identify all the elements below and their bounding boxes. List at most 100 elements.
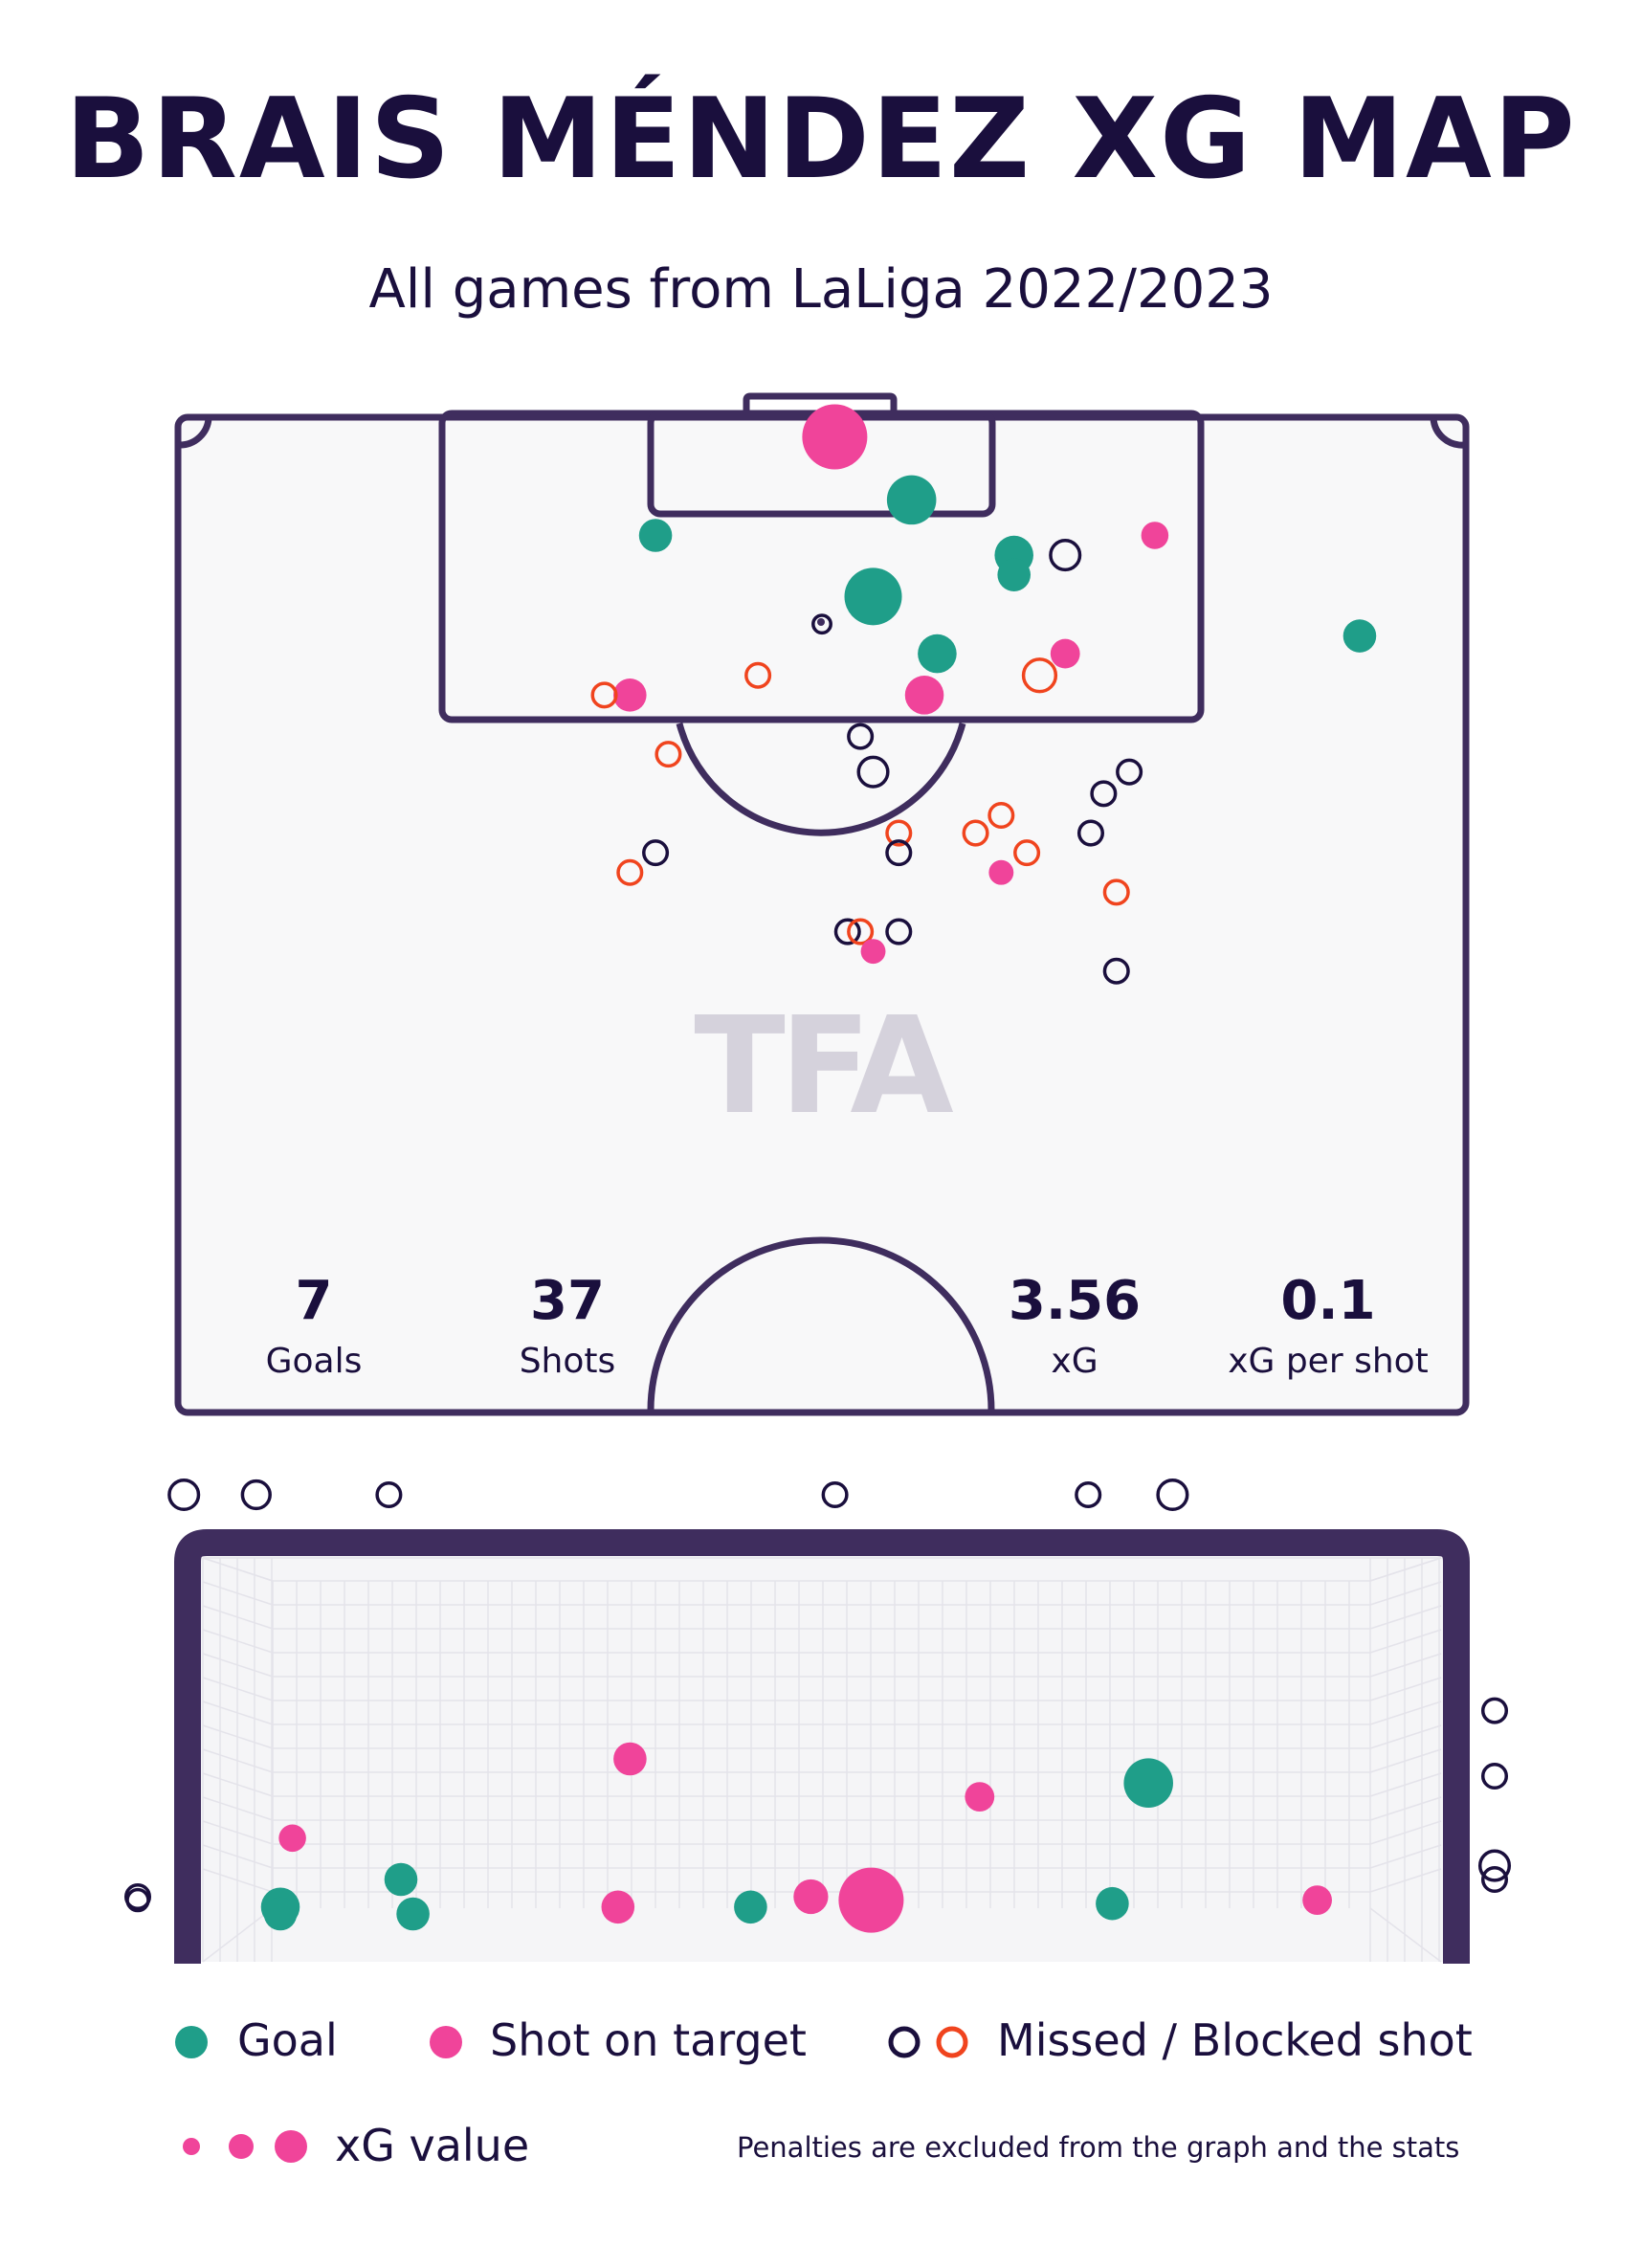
goal-shot-goal [396, 1897, 430, 1931]
pitch-shot-on-target [1050, 638, 1080, 669]
stat-xg-label: xG [1051, 1342, 1098, 1381]
legend-xg-markers [183, 2130, 307, 2163]
pitch-shot-blocked [847, 918, 875, 945]
corner-arc-right [1430, 417, 1465, 449]
net-line [1369, 1868, 1442, 1893]
net-line [1369, 1557, 1442, 1582]
pitch-shot-on-target [988, 859, 1014, 885]
net-line [1369, 1629, 1442, 1654]
penalty-arc [676, 723, 966, 836]
pitch: TFA [174, 392, 1470, 1416]
pitch-shot-blocked [1021, 657, 1058, 694]
net-line [202, 1907, 274, 1963]
legend-blocked-marker [936, 2026, 968, 2058]
pitch-shot-on-target [613, 678, 647, 712]
legend-markers [175, 2026, 968, 2163]
goal-shot-on-target [601, 1890, 635, 1924]
legend-goal-label: Goal [237, 2014, 338, 2066]
goal-net-grid [202, 1557, 1442, 1963]
net-line [1369, 1844, 1442, 1869]
goal-offtarget-missed [123, 1882, 152, 1911]
stat-shots-value: 37 [530, 1270, 605, 1332]
legend-xg-label: xG value [335, 2120, 530, 2171]
center-circle [647, 1236, 995, 1412]
pitch-shot-blocked [962, 819, 989, 847]
goal-shot-goal [734, 1890, 767, 1924]
goal-offtarget-missed [1156, 1478, 1189, 1512]
net-line [1369, 1724, 1442, 1749]
stat-goals-label: Goals [266, 1342, 363, 1381]
stat-xg-per-shot-value: 0.1 [1280, 1270, 1375, 1332]
net-line [1369, 1605, 1442, 1630]
goal-offtarget-missed [1480, 1762, 1509, 1790]
pitch-shot-missed [642, 839, 670, 867]
penalty-note: Penalties are excluded from the graph an… [737, 2131, 1460, 2164]
penalty-spot [817, 618, 825, 626]
pitch-shot-missed [1116, 758, 1143, 786]
net-line [1369, 1820, 1442, 1845]
legend-on-target-marker [430, 2026, 462, 2058]
corner-arc-left [179, 417, 212, 449]
pitch-shot-missed [1090, 780, 1118, 808]
goal-shot-goal [1123, 1758, 1173, 1808]
goal-offtarget-missed [1480, 1865, 1509, 1894]
legend-xg-sample [229, 2134, 254, 2159]
net-line [1369, 1748, 1442, 1773]
goal-shot-goal [263, 1897, 298, 1931]
pitch-shot-goal [886, 475, 937, 525]
pitch-shot-missed [811, 613, 832, 635]
stat-xg-value: 3.56 [1009, 1270, 1141, 1332]
goal-shot-goal [1096, 1886, 1129, 1921]
goal-offtarget-missed [1480, 1697, 1509, 1724]
pitch-shot-on-target [1141, 522, 1169, 549]
goal-offtarget-missed [1477, 1849, 1512, 1882]
pitch-shot-goal [844, 567, 902, 626]
net-line [1369, 1907, 1442, 1963]
goal-offtarget-missed [167, 1478, 201, 1512]
watermark: TFA [694, 989, 953, 1145]
goal-shot-on-target [278, 1824, 306, 1853]
pitch-shot-blocked [1102, 878, 1130, 906]
pitch-shot-blocked [1013, 839, 1041, 867]
goal-offtarget-missed [125, 1887, 150, 1913]
goal-offtarget-missed [821, 1480, 849, 1509]
pitch-shot-blocked [885, 819, 913, 847]
stat-xg-per-shot-label: xG per shot [1228, 1342, 1429, 1381]
legend-goal-marker [175, 2026, 208, 2058]
legend-on-target-label: Shot on target [490, 2014, 807, 2066]
pitch-shot-missed [847, 723, 875, 750]
pitch-shot-blocked [987, 801, 1015, 830]
pitch-shots [590, 404, 1377, 985]
pitch-shot-blocked [655, 741, 682, 768]
net-line [1369, 1796, 1442, 1821]
pitch-shot-missed [885, 839, 913, 867]
legend-missed-marker [888, 2026, 921, 2058]
goal-shot-on-target [838, 1867, 904, 1933]
pitch-shot-on-target [904, 676, 944, 715]
pitch-shot-missed [1102, 957, 1130, 985]
goal-shot-on-target [965, 1782, 995, 1812]
net-line [1369, 1653, 1442, 1678]
goal-offtarget-missed [240, 1479, 272, 1511]
pitch-shot-blocked [616, 858, 644, 886]
pitch-shot-goal [918, 634, 957, 674]
goal-box [743, 392, 898, 417]
legend-xg-sample [275, 2130, 307, 2163]
goal-shots [123, 1478, 1512, 1933]
pitch-shot-missed [833, 918, 861, 945]
goal-offtarget-missed [375, 1480, 403, 1509]
net-line [1369, 1677, 1442, 1701]
goal-shot-on-target [613, 1742, 647, 1776]
legend-xg-sample [183, 2138, 200, 2155]
pitch-shot-goal [1342, 619, 1377, 653]
pitch-shot-blocked [744, 661, 772, 689]
pitch-shot-goal [997, 558, 1031, 591]
pitch-shot-missed [856, 755, 890, 789]
page-subtitle: All games from LaLiga 2022/2023 [368, 258, 1274, 321]
goal-posts [174, 1529, 1470, 1964]
goal-shot-on-target [1302, 1885, 1332, 1915]
net-line [202, 1557, 274, 1582]
pitch-shot-goal [638, 519, 673, 552]
net-line [1369, 1772, 1442, 1797]
goal-shot-on-target [793, 1879, 829, 1915]
